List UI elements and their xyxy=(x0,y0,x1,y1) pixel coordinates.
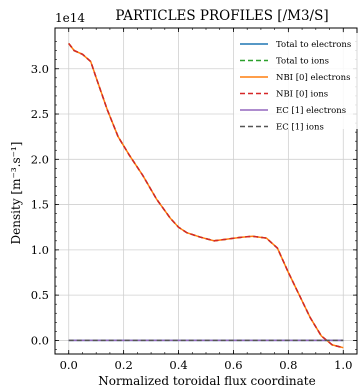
legend-label: NBI [0] ions xyxy=(276,90,328,100)
legend: Total to electrons Total to ions NBI [0] e… xyxy=(234,33,358,133)
series-lines xyxy=(68,42,344,349)
y-offset-label: 1e14 xyxy=(55,11,85,25)
y-tick-label: 1.0 xyxy=(31,243,49,257)
x-tick-label: 0.6 xyxy=(224,358,242,372)
y-tick-label: 3.0 xyxy=(31,62,49,76)
legend-label: Total to electrons xyxy=(276,40,351,50)
x-axis-label: Normalized toroidal flux coordinate xyxy=(98,374,315,388)
axis-ticks: 0.0 0.2 0.4 0.6 0.8 1.0 0.0 0.5 1.0 1.5 2.0 2.5 3.0 xyxy=(31,28,357,372)
x-tick-label: 1.0 xyxy=(334,358,352,372)
chart-title: PARTICLES PROFILES [/M3/S] xyxy=(115,8,328,24)
y-tick-label: 2.0 xyxy=(31,152,49,166)
legend-box xyxy=(234,33,358,129)
y-tick-label: 2.5 xyxy=(31,107,49,121)
x-tick-label: 0.8 xyxy=(279,358,297,372)
y-axis-label: Density [m⁻³.s⁻¹] xyxy=(9,142,23,245)
legend-label: Total to ions xyxy=(276,57,329,67)
x-tick-label: 0.0 xyxy=(60,358,78,372)
x-tick-label: 0.2 xyxy=(114,358,132,372)
x-tick-label: 0.4 xyxy=(169,358,187,372)
y-tick-label: 1.5 xyxy=(31,198,49,212)
y-tick-label: 0.0 xyxy=(31,333,49,347)
series-line-nbi-0-ions xyxy=(68,42,344,349)
y-tick-label: 0.5 xyxy=(31,288,49,302)
legend-label: EC [1] ions xyxy=(276,123,324,133)
legend-label: NBI [0] electrons xyxy=(276,73,350,83)
legend-label: EC [1] electrons xyxy=(276,106,346,116)
